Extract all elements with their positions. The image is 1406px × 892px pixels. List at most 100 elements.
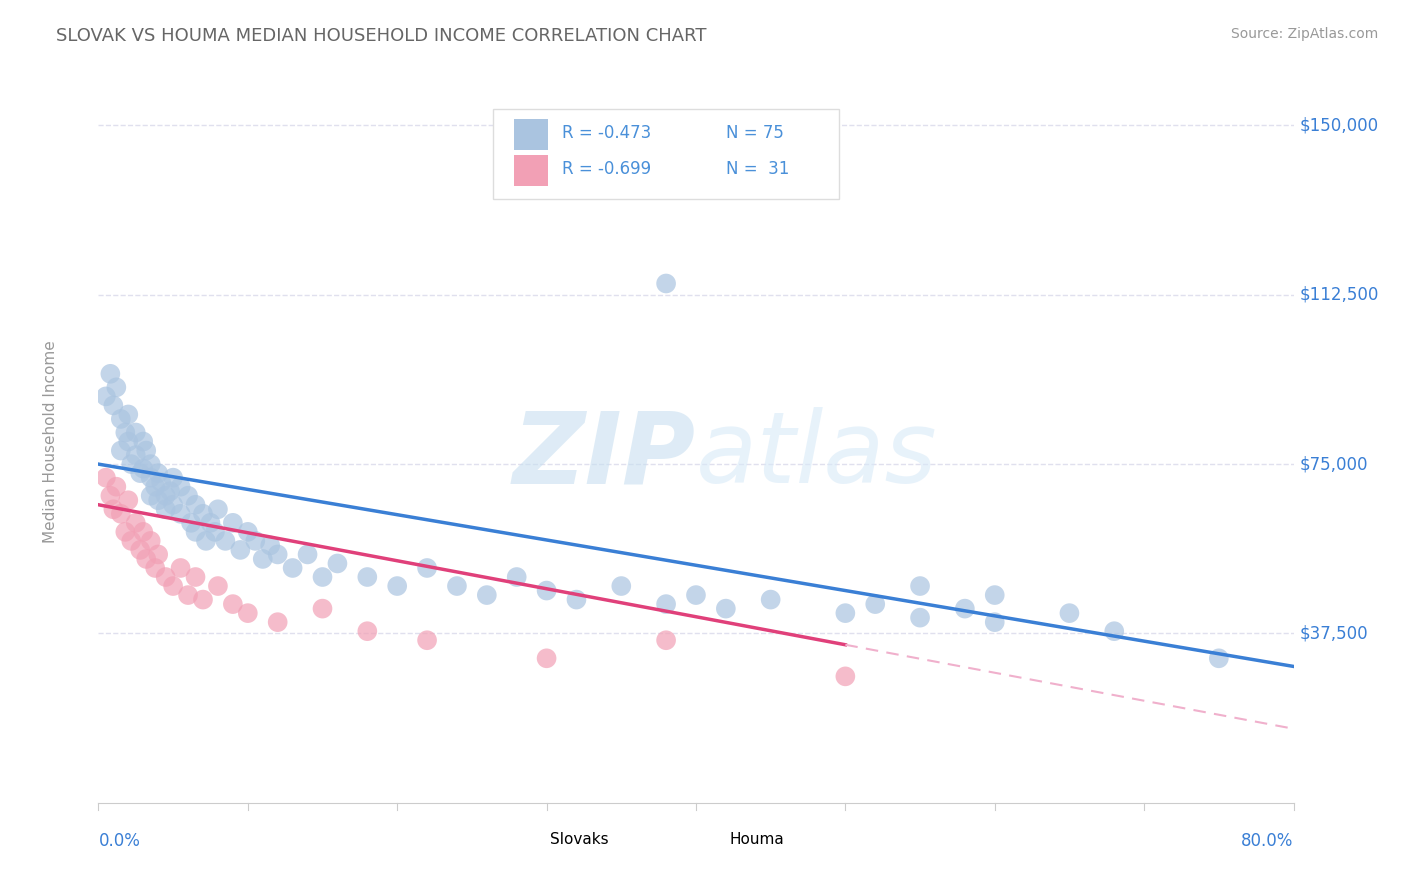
Text: R = -0.699: R = -0.699: [562, 161, 651, 178]
FancyBboxPatch shape: [515, 155, 548, 186]
FancyBboxPatch shape: [494, 109, 839, 200]
Point: [159, 484, 181, 499]
Point: [114, 425, 136, 440]
Point: [117, 408, 139, 422]
Point: [110, 507, 132, 521]
Text: 0.0%: 0.0%: [98, 832, 141, 850]
Point: [204, 524, 226, 539]
Point: [536, 583, 558, 598]
FancyBboxPatch shape: [515, 120, 548, 150]
Text: $150,000: $150,000: [1299, 117, 1379, 135]
Point: [148, 493, 170, 508]
Text: Median Household Income: Median Household Income: [44, 340, 58, 543]
Point: [143, 561, 166, 575]
Point: [506, 570, 529, 584]
Point: [446, 579, 468, 593]
Point: [139, 533, 162, 548]
Text: N =  31: N = 31: [725, 161, 789, 178]
Point: [356, 624, 378, 639]
Point: [281, 561, 304, 575]
Point: [475, 588, 498, 602]
Point: [150, 475, 173, 490]
Text: $112,500: $112,500: [1299, 285, 1379, 304]
Point: [117, 434, 139, 449]
Point: [1208, 651, 1230, 665]
Point: [416, 561, 439, 575]
Point: [267, 615, 290, 630]
Point: [759, 592, 782, 607]
Point: [135, 552, 157, 566]
Text: Slovaks: Slovaks: [550, 832, 609, 847]
Point: [103, 502, 125, 516]
Point: [311, 601, 333, 615]
Point: [110, 412, 132, 426]
Point: [120, 533, 142, 548]
Point: [984, 615, 1007, 630]
Point: [180, 516, 202, 530]
Text: Source: ZipAtlas.com: Source: ZipAtlas.com: [1230, 27, 1378, 41]
Point: [326, 557, 349, 571]
Point: [191, 507, 214, 521]
Point: [207, 502, 229, 516]
Point: [139, 457, 162, 471]
Point: [311, 570, 333, 584]
Point: [114, 524, 136, 539]
Point: [610, 579, 633, 593]
Point: [143, 480, 166, 494]
Point: [120, 457, 142, 471]
Point: [94, 389, 117, 403]
Text: N = 75: N = 75: [725, 124, 783, 142]
Point: [169, 507, 191, 521]
Point: [655, 277, 678, 291]
Point: [184, 498, 207, 512]
Point: [222, 516, 245, 530]
Point: [984, 588, 1007, 602]
Point: [834, 606, 856, 620]
Point: [1059, 606, 1081, 620]
Point: [252, 552, 274, 566]
Point: [148, 548, 170, 562]
Text: $75,000: $75,000: [1299, 455, 1368, 473]
Point: [169, 480, 191, 494]
Point: [139, 489, 162, 503]
Point: [98, 489, 122, 503]
Point: [105, 480, 128, 494]
Point: [125, 516, 148, 530]
Point: [259, 538, 281, 552]
Point: [834, 669, 856, 683]
Point: [117, 493, 139, 508]
Point: [132, 461, 155, 475]
Point: [356, 570, 378, 584]
Point: [139, 470, 162, 484]
Point: [908, 610, 931, 624]
Point: [200, 516, 222, 530]
Text: $37,500: $37,500: [1299, 624, 1368, 642]
Point: [155, 570, 177, 584]
Text: Houma: Houma: [730, 832, 785, 847]
Point: [655, 633, 678, 648]
Point: [94, 470, 117, 484]
Point: [177, 588, 200, 602]
Point: [129, 542, 152, 557]
Point: [155, 502, 177, 516]
Point: [565, 592, 588, 607]
Point: [222, 597, 245, 611]
FancyBboxPatch shape: [517, 839, 543, 863]
Point: [135, 443, 157, 458]
Point: [155, 489, 177, 503]
Point: [953, 601, 976, 615]
Point: [125, 425, 148, 440]
Text: 80.0%: 80.0%: [1241, 832, 1294, 850]
Point: [1104, 624, 1126, 639]
Text: SLOVAK VS HOUMA MEDIAN HOUSEHOLD INCOME CORRELATION CHART: SLOVAK VS HOUMA MEDIAN HOUSEHOLD INCOME …: [56, 27, 707, 45]
Point: [908, 579, 931, 593]
Point: [105, 380, 128, 394]
Point: [132, 434, 155, 449]
Point: [129, 466, 152, 480]
Point: [98, 367, 122, 381]
Point: [297, 548, 319, 562]
Point: [103, 398, 125, 412]
Point: [162, 470, 184, 484]
Point: [148, 466, 170, 480]
Point: [236, 524, 259, 539]
